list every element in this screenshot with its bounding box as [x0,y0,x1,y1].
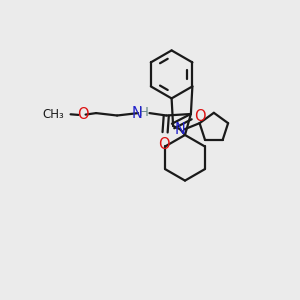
Text: CH₃: CH₃ [42,108,64,121]
Text: H: H [138,106,148,119]
Text: O: O [77,107,88,122]
Text: O: O [194,109,206,124]
Text: N: N [175,122,186,137]
Text: O: O [158,137,170,152]
Text: N: N [131,106,142,121]
